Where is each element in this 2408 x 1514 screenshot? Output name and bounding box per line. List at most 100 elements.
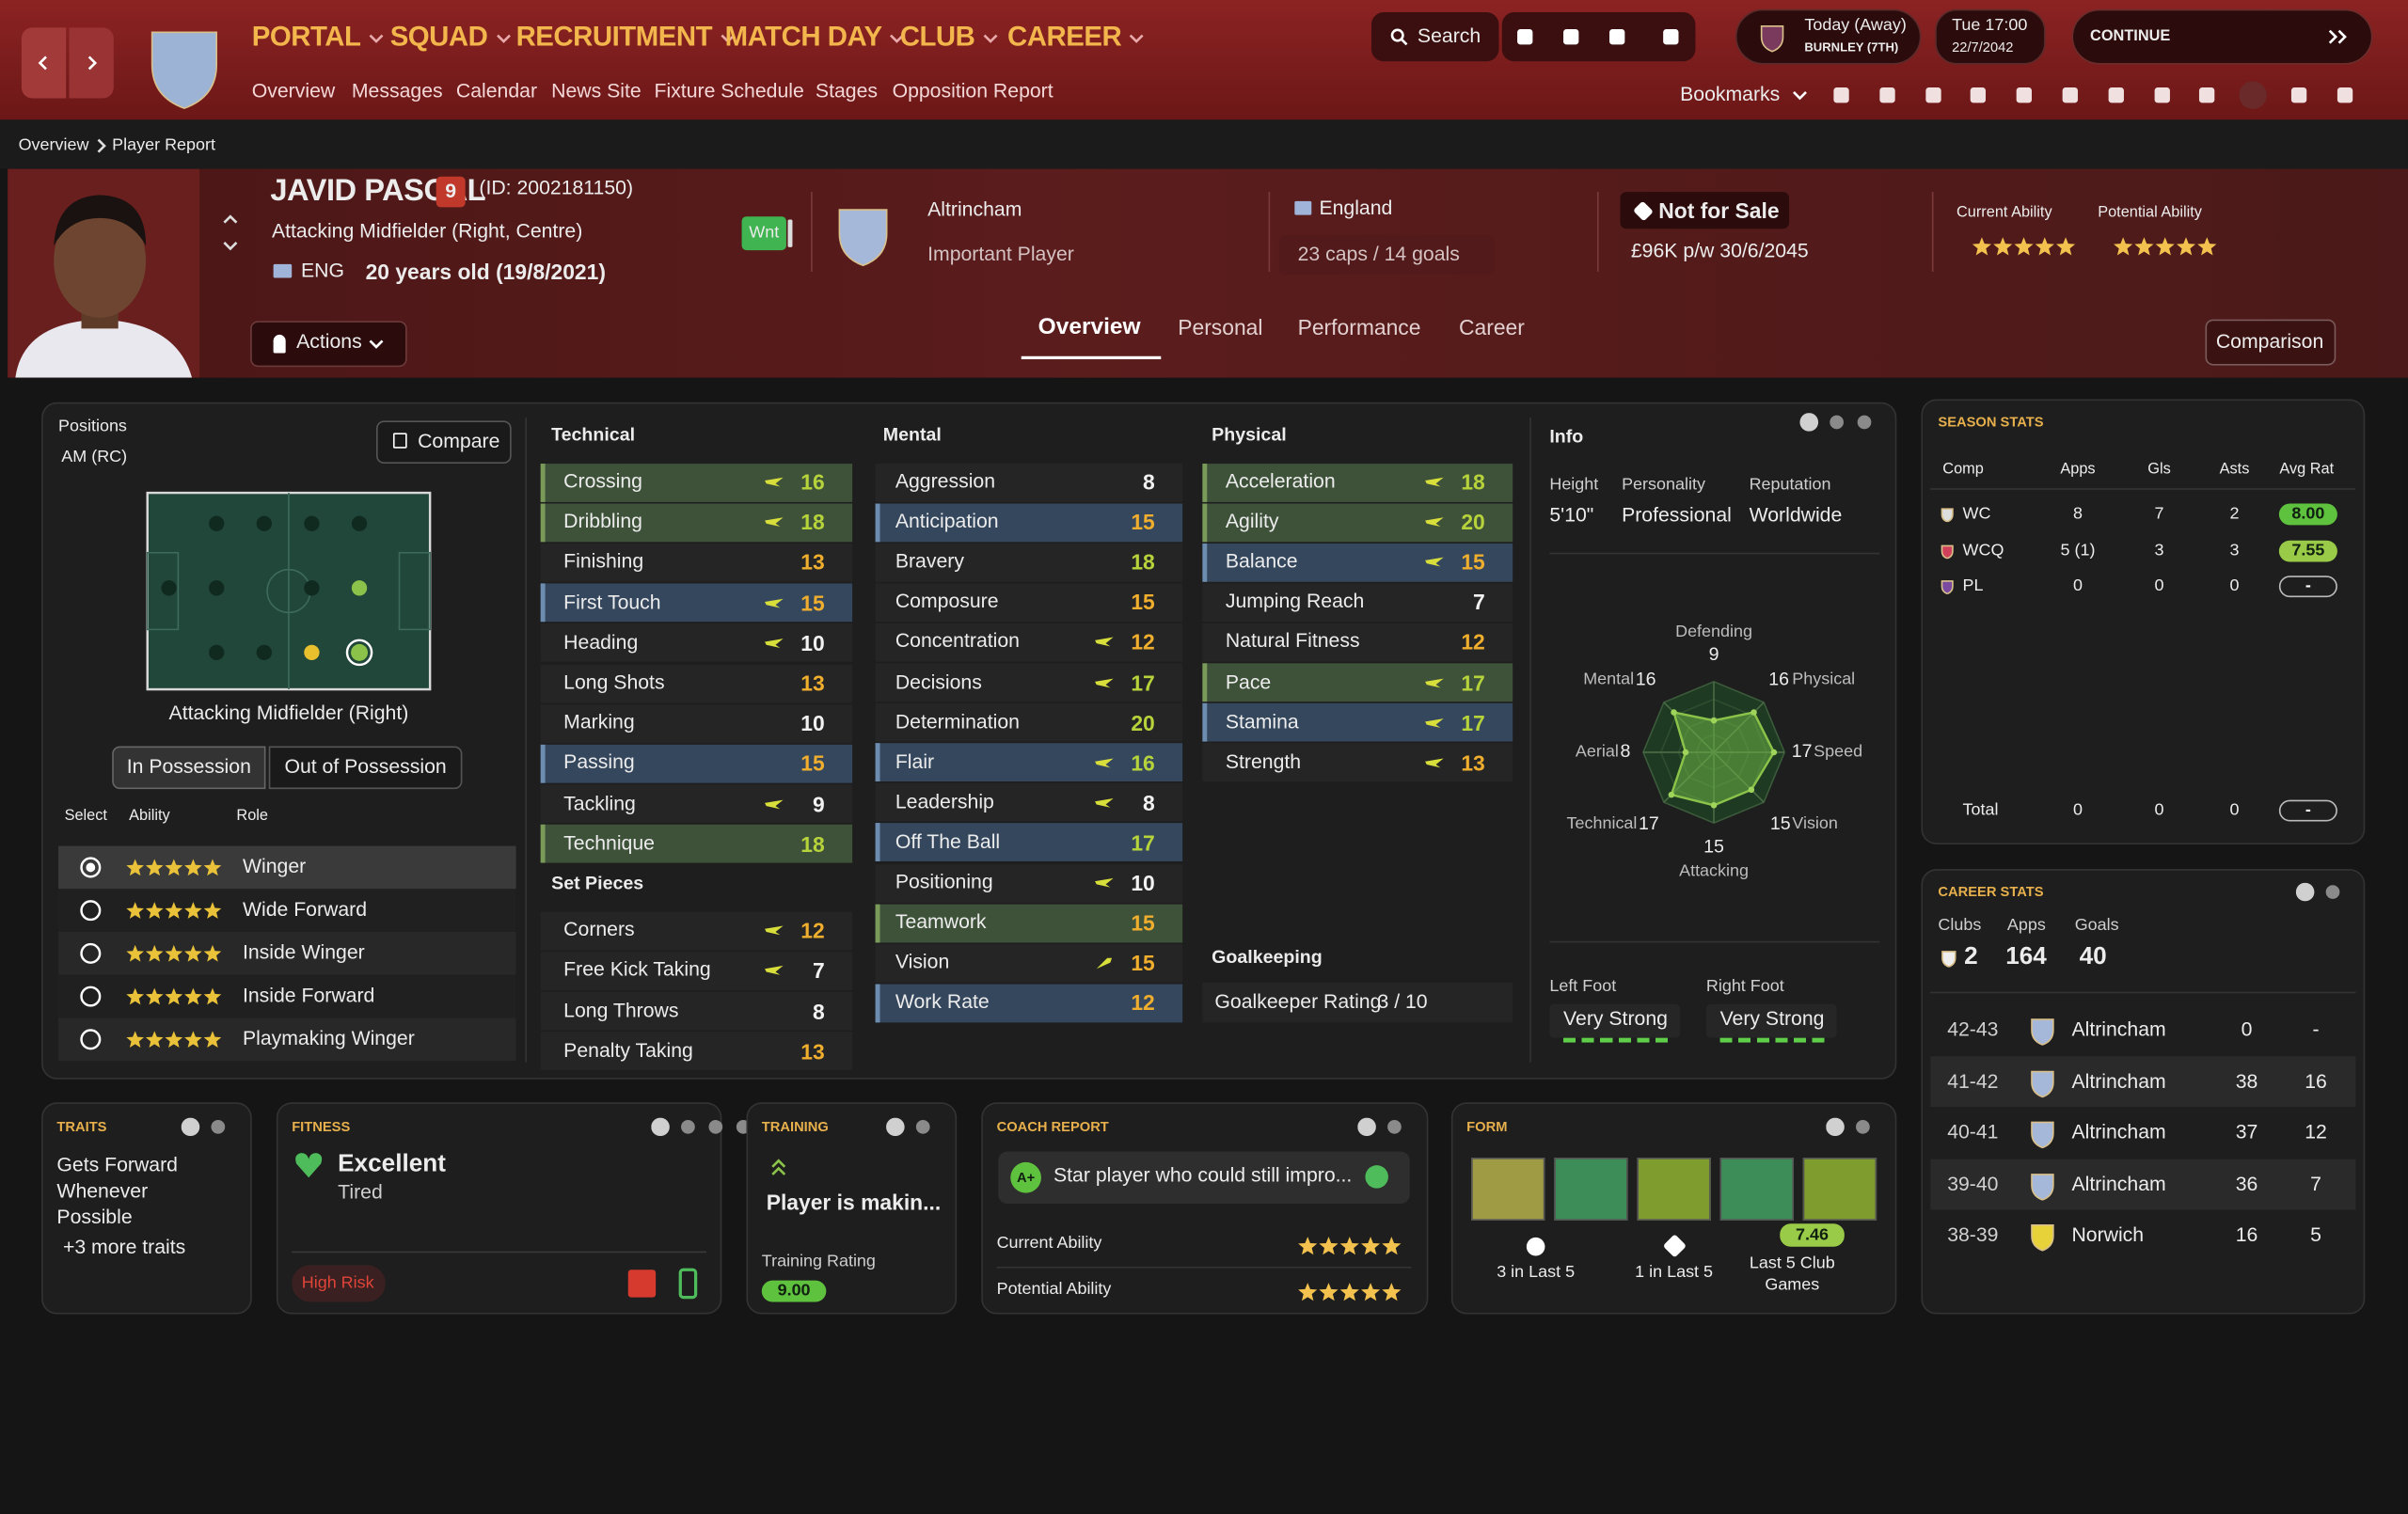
card-title: FITNESS: [292, 1118, 351, 1135]
bookmark-icon[interactable]: [2108, 87, 2124, 103]
dot: [651, 1117, 670, 1137]
pager-dots: [1826, 1117, 1870, 1137]
divider: [811, 192, 813, 272]
tab[interactable]: Overview: [1038, 313, 1141, 340]
nav-item[interactable]: RECRUITMENT: [515, 21, 713, 52]
season: 41-42: [1947, 1068, 1999, 1093]
stars: [126, 945, 222, 962]
toggle-button[interactable]: [268, 746, 463, 790]
bookmark-icon[interactable]: [2239, 81, 2268, 109]
role-name[interactable]: Inside Forward: [242, 984, 375, 1007]
attribute-value: 13: [800, 1039, 825, 1065]
nav-item[interactable]: SQUAD: [389, 21, 488, 52]
form-rating: 7.46: [1796, 1225, 1830, 1244]
continue-label[interactable]: CONTINUE: [2090, 27, 2171, 45]
role-name[interactable]: Playmaking Winger: [242, 1027, 415, 1050]
goals: 5: [2310, 1223, 2321, 1247]
continue-button[interactable]: [2071, 8, 2373, 65]
toggle-label[interactable]: In Possession: [126, 754, 251, 778]
stat-value: 3: [2229, 540, 2240, 560]
shape: [223, 214, 238, 224]
sub-nav-item[interactable]: Overview: [251, 79, 336, 103]
attribute-row: [540, 664, 853, 702]
divider: [1529, 418, 1531, 1063]
selected-ring: [345, 639, 373, 667]
rating-value: 7.55: [2291, 540, 2325, 560]
stars: [1298, 1282, 1402, 1301]
chevron: [721, 34, 736, 43]
role-name[interactable]: Winger: [242, 854, 307, 878]
radar-point: [1710, 802, 1718, 809]
compare-button[interactable]: [375, 420, 512, 465]
comparison-button[interactable]: [2205, 319, 2337, 366]
attribute-name: Long Shots: [563, 670, 665, 694]
nav-item[interactable]: PORTAL: [251, 21, 361, 52]
attribute-row: [875, 543, 1183, 582]
back-button[interactable]: [21, 27, 67, 99]
toggle-label[interactable]: Out of Possession: [284, 754, 447, 778]
bookmark-icon[interactable]: [1833, 87, 1849, 103]
tab[interactable]: Performance: [1297, 314, 1421, 339]
sub-nav-item[interactable]: Fixture Schedule: [654, 79, 804, 103]
sub-nav-item[interactable]: News Site: [551, 79, 642, 103]
bookmark-icon[interactable]: [2016, 87, 2033, 103]
breadcrumb-link[interactable]: Overview: [18, 135, 89, 155]
tool-icon[interactable]: [1563, 29, 1579, 45]
attribute-row: [540, 825, 853, 864]
dot: [708, 1120, 723, 1134]
search-label[interactable]: Search: [1417, 24, 1481, 47]
star: [126, 859, 144, 876]
trend-arrow: [1425, 677, 1444, 687]
trend-arrow: [1425, 758, 1444, 767]
stat-value: 7: [2154, 504, 2164, 524]
role-name[interactable]: Wide Forward: [242, 897, 368, 921]
more-traits[interactable]: +3 more traits: [62, 1235, 186, 1259]
tool-icon[interactable]: [1517, 29, 1533, 45]
bookmark-icon[interactable]: [2337, 87, 2353, 103]
bookmark-icon[interactable]: [2199, 87, 2215, 103]
bookmark-icon[interactable]: [1971, 87, 1987, 103]
star: [2114, 236, 2133, 255]
nav-item[interactable]: CAREER: [1007, 21, 1122, 52]
next-match-label: Today (Away): [1804, 16, 1907, 36]
forward-button[interactable]: [69, 27, 114, 99]
toggle-button[interactable]: [112, 746, 266, 790]
bookmark-icon[interactable]: [1879, 87, 1895, 103]
comparison-label[interactable]: Comparison: [2215, 329, 2324, 353]
card-title: TRAINING: [761, 1118, 829, 1135]
bookmark-icon[interactable]: [2290, 87, 2307, 103]
shape: [80, 1029, 102, 1050]
position-dot: [304, 580, 320, 596]
trend-arrow: [1095, 877, 1114, 888]
actions-label[interactable]: Actions: [296, 329, 362, 353]
role-name[interactable]: Inside Winger: [242, 940, 365, 964]
attribute-name: Positioning: [895, 869, 993, 893]
rating-pill: [2278, 576, 2337, 598]
competition: WC: [1962, 504, 1991, 524]
radar-label: Physical: [1792, 670, 1856, 689]
tool-icon[interactable]: [1663, 29, 1679, 45]
stars: [2114, 236, 2217, 255]
attribute-row: [540, 463, 853, 502]
sub-nav-item[interactable]: Opposition Report: [892, 79, 1054, 103]
cancel-icon[interactable]: [627, 1270, 657, 1298]
bookmark-icon[interactable]: [1925, 87, 1941, 103]
trait: Gets Forward Whenever Possible: [56, 1153, 178, 1229]
column-header: Select: [64, 808, 107, 826]
tool-icon[interactable]: [1609, 29, 1625, 45]
bookmark-icon[interactable]: [2062, 87, 2078, 103]
radar-value: 15: [1703, 835, 1724, 858]
bookmark-icon[interactable]: [2153, 87, 2170, 103]
tab[interactable]: Personal: [1178, 314, 1263, 339]
tab[interactable]: Career: [1459, 314, 1525, 339]
sub-nav-item[interactable]: Messages: [351, 79, 443, 103]
sub-nav-item[interactable]: Calendar: [455, 79, 538, 103]
compare-label[interactable]: Compare: [418, 429, 500, 452]
nav-item[interactable]: CLUB: [899, 21, 975, 52]
attribute-name: Penalty Taking: [563, 1038, 693, 1062]
bookmarks[interactable]: Bookmarks: [1680, 82, 1781, 105]
sub-nav-item[interactable]: Stages: [815, 79, 879, 103]
shape: [765, 798, 784, 809]
trend-arrow: [765, 517, 784, 528]
nav-item[interactable]: MATCH DAY: [724, 21, 883, 52]
